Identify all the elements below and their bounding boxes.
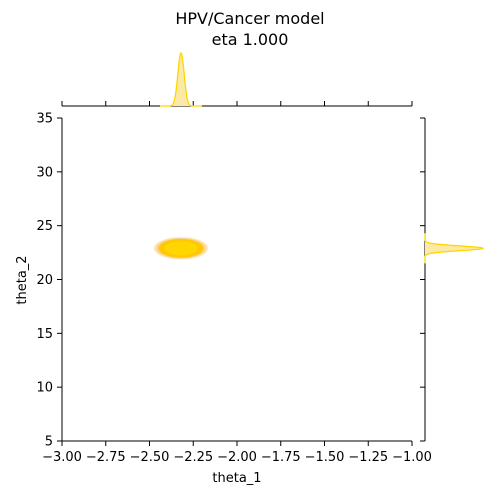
y-tick-label: 15: [36, 327, 53, 342]
y-tick-label: 35: [36, 112, 53, 127]
x-tick-label: −2.00: [217, 450, 257, 465]
chart-title: HPV/Cancer model: [175, 9, 324, 28]
x-tick-label: −2.50: [130, 450, 170, 465]
y-tick-label: 20: [36, 273, 53, 288]
y-axis: 5 10 15 20 25 30 35: [36, 112, 63, 450]
x-tick-label: −2.75: [86, 450, 126, 465]
y-axis-label: theta_2: [15, 255, 30, 304]
y-tick-label: 30: [36, 165, 53, 180]
x-axis: −3.00 −2.75 −2.50 −2.25 −2.00 −1.75 −1.50 −1.25…: [42, 440, 432, 465]
y-tick-label: 25: [36, 219, 53, 234]
marginal-y-density: [420, 117, 484, 442]
joint-density: [153, 237, 209, 260]
y-tick-label: 10: [36, 381, 53, 396]
x-tick-label: −1.00: [392, 450, 432, 465]
x-tick-label: −2.25: [173, 450, 213, 465]
density-contour: [171, 244, 191, 253]
marginal-y-curve: [424, 233, 484, 264]
marginal-y-fill: [425, 233, 483, 264]
marginal-x-density: [61, 52, 413, 107]
marginal-x-fill: [160, 53, 202, 106]
x-tick-label: −1.50: [305, 450, 345, 465]
y-tick-label: 5: [45, 435, 53, 450]
x-tick-label: −1.25: [348, 450, 388, 465]
marginal-x-curve: [160, 52, 202, 107]
x-tick-label: −1.75: [261, 450, 301, 465]
x-axis-label: theta_1: [212, 471, 261, 486]
chart-subtitle: eta 1.000: [212, 30, 289, 49]
x-tick-label: −3.00: [42, 450, 82, 465]
